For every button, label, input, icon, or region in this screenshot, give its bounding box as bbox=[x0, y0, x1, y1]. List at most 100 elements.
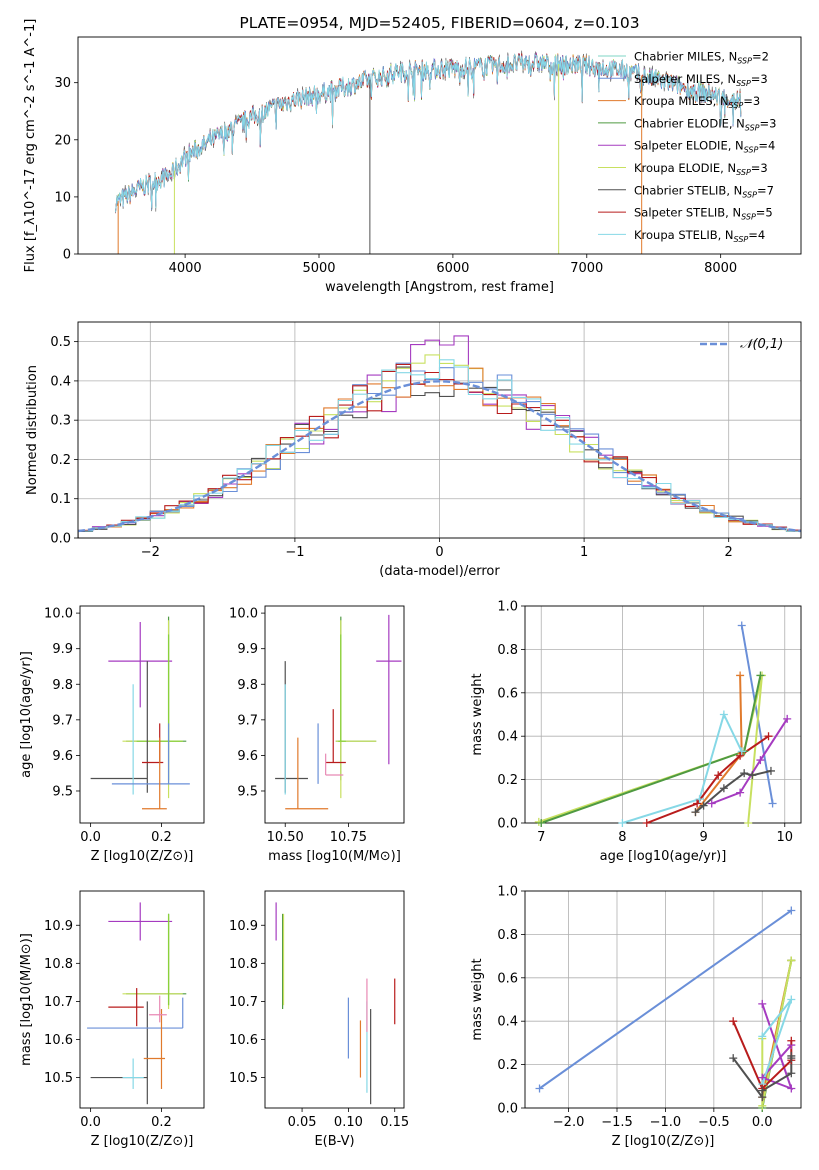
y-tick-label: 10.6 bbox=[229, 1033, 258, 1048]
weight-marker bbox=[787, 1051, 796, 1060]
y-tick-label: 10.6 bbox=[44, 1033, 73, 1048]
panel-residuals: −2 −1 0 1 2 0.0 0.1 0.2 0.3 0.4 0.5 (data-model)/er… bbox=[25, 321, 802, 579]
axes-frame bbox=[264, 890, 405, 1109]
y-tick-label: 9.6 bbox=[52, 749, 73, 764]
y-tick-label: 0 bbox=[63, 248, 71, 263]
y-tick-label: 0.8 bbox=[497, 928, 518, 943]
x-tick-label: 7000 bbox=[570, 261, 603, 276]
weight-marker bbox=[618, 819, 627, 827]
panel-spectrum: 4000 5000 6000 7000 8000 0 10 20 30 wavelength [A… bbox=[23, 19, 802, 295]
y-tick-label: 10.0 bbox=[229, 607, 258, 622]
weight-marker bbox=[787, 956, 796, 965]
x-axis-label: mass [log10(M/M⊙)] bbox=[268, 849, 401, 864]
x-tick-label: 0.0 bbox=[752, 1115, 773, 1130]
x-tick-label: −1 bbox=[285, 545, 304, 560]
y-tick-label: 10.9 bbox=[44, 919, 73, 934]
legend: 𝒩(0,1) bbox=[700, 337, 783, 352]
y-axis-label: age [log10(age/yr)] bbox=[19, 651, 34, 778]
y-tick-label: 10.9 bbox=[229, 919, 258, 934]
x-tick-label: 0.0 bbox=[80, 830, 101, 845]
x-tick-label: 6000 bbox=[436, 261, 469, 276]
weight-line bbox=[622, 711, 743, 823]
weight-marker bbox=[736, 788, 745, 797]
weight-line bbox=[694, 769, 772, 813]
y-tick-label: 0.5 bbox=[50, 335, 71, 350]
y-tick-label: 9.8 bbox=[237, 678, 258, 693]
x-tick-label: −0.5 bbox=[698, 1115, 730, 1130]
x-tick-label: 2 bbox=[725, 545, 733, 560]
y-tick-label: 0.4 bbox=[497, 730, 518, 745]
x-axis-label: E(B-V) bbox=[314, 1134, 354, 1149]
x-axis-label: (data-model)/error bbox=[379, 564, 500, 579]
y-tick-label: 0.0 bbox=[50, 532, 71, 547]
x-axis-label: age [log10(age/yr)] bbox=[600, 849, 727, 864]
axes-frame bbox=[77, 321, 802, 539]
y-tick-label: 0.2 bbox=[50, 453, 71, 468]
x-axis-label: wavelength [Angstrom, rest frame] bbox=[325, 280, 554, 295]
y-tick-label: 10.5 bbox=[44, 1071, 73, 1086]
weight-line bbox=[540, 675, 762, 823]
x-tick-label: −1.5 bbox=[601, 1115, 633, 1130]
y-tick-label: 0.0 bbox=[497, 1102, 518, 1117]
x-tick-label: 9 bbox=[699, 830, 707, 845]
x-tick-label: 0.2 bbox=[151, 830, 172, 845]
x-axis-label: Z [log10(Z/Z⊙)] bbox=[91, 849, 194, 864]
weight-marker bbox=[729, 1054, 738, 1063]
weight-marker bbox=[756, 671, 765, 680]
weight-marker bbox=[699, 801, 708, 810]
weight-marker bbox=[740, 769, 749, 778]
x-tick-label: −2 bbox=[141, 545, 160, 560]
y-tick-label: 10.7 bbox=[44, 995, 73, 1010]
legend: Chabrier MILES, NSSP=2 Salpeter MILES, NS… bbox=[598, 50, 776, 244]
y-axis-label: mass [log10(M/M⊙)] bbox=[19, 933, 34, 1066]
x-tick-label: −1.0 bbox=[650, 1115, 682, 1130]
x-tick-label: 7 bbox=[537, 830, 545, 845]
x-tick-label: 1 bbox=[580, 545, 588, 560]
weight-marker bbox=[719, 784, 728, 793]
y-tick-label: 0.6 bbox=[497, 971, 518, 986]
y-tick-label: 0.0 bbox=[497, 817, 518, 832]
panel-age_vs_mass: 10.50 10.75 9.5 9.6 9.7 9.8 9.9 10.0 mass [log10… bbox=[229, 605, 405, 864]
y-axis-label: mass weight bbox=[470, 673, 485, 755]
plot-area bbox=[538, 625, 789, 823]
y-tick-label: 0.3 bbox=[50, 414, 71, 429]
grid bbox=[525, 890, 801, 1109]
y-tick-label: 30 bbox=[54, 76, 71, 91]
legend-label: Chabrier ELODIE, NSSP=3 bbox=[634, 116, 776, 132]
y-tick-label: 10 bbox=[54, 190, 71, 205]
weight-marker bbox=[719, 710, 728, 719]
weight-marker bbox=[714, 771, 723, 780]
weight-marker bbox=[537, 819, 546, 827]
y-tick-label: 0.2 bbox=[497, 773, 518, 788]
weight-line bbox=[711, 718, 789, 805]
x-tick-label: 0.05 bbox=[288, 1115, 317, 1130]
y-tick-label: 10.5 bbox=[229, 1071, 258, 1086]
plot-area bbox=[275, 902, 396, 1105]
x-tick-label: 0.2 bbox=[151, 1115, 172, 1130]
y-axis-label: Flux [f_λ10^-17 erg cm^-2 s^-1 A^-1] bbox=[23, 19, 38, 273]
weight-marker bbox=[787, 995, 796, 1004]
weight-marker bbox=[748, 771, 757, 780]
gaussian-curve bbox=[78, 380, 801, 533]
y-tick-label: 9.9 bbox=[237, 642, 258, 657]
y-axis-label: Normed distribution bbox=[25, 365, 40, 495]
legend-label: Chabrier STELIB, NSSP=7 bbox=[634, 183, 774, 199]
weight-marker bbox=[764, 732, 773, 741]
spectrum-line bbox=[115, 53, 742, 213]
weight-line bbox=[740, 625, 774, 804]
y-tick-label: 0.8 bbox=[497, 643, 518, 658]
y-tick-label: 0.1 bbox=[50, 492, 71, 507]
weight-marker bbox=[535, 1084, 544, 1093]
axes-frame bbox=[79, 605, 205, 824]
weight-marker bbox=[736, 671, 745, 680]
panel-weight_vs_Z: −2.0 −1.5 −1.0 −0.5 0.0 0.0 0.2 0.4 0.6 0.8 1.0 Z [… bbox=[470, 885, 802, 1149]
y-tick-label: 9.6 bbox=[237, 749, 258, 764]
weight-line bbox=[538, 909, 792, 1090]
weight-marker bbox=[737, 621, 746, 630]
weight-marker bbox=[707, 799, 716, 808]
weight-marker bbox=[642, 819, 651, 827]
panel-age_vs_Z: 0.0 0.2 9.5 9.6 9.7 9.8 9.9 10.0 Z [log10(Z/Z⊙)]… bbox=[19, 605, 205, 864]
y-tick-label: 10.7 bbox=[229, 995, 258, 1010]
y-tick-label: 1.0 bbox=[497, 600, 518, 615]
